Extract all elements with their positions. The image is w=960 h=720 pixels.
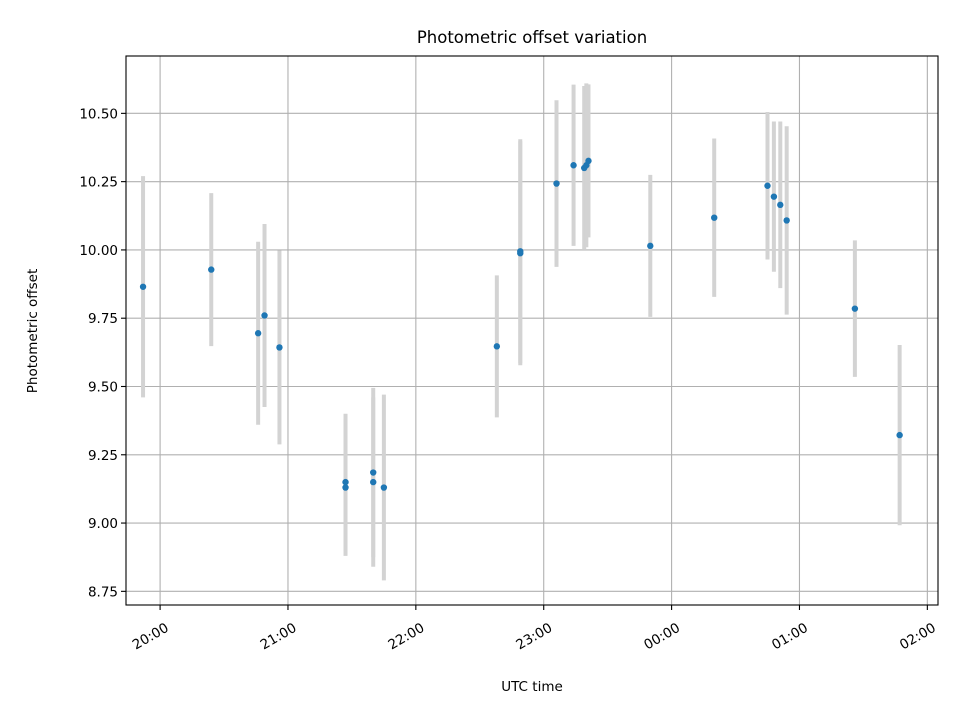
y-axis-label: Photometric offset [25, 269, 41, 393]
data-point [647, 242, 654, 250]
data-point [380, 484, 388, 491]
data-points [139, 157, 903, 491]
data-point [370, 469, 377, 476]
data-point [770, 193, 778, 200]
y-tick-label: 10.50 [79, 106, 118, 122]
data-point [208, 266, 215, 273]
y-tick-label: 10.25 [79, 175, 118, 191]
data-point [517, 248, 524, 255]
y-tick-label: 9.00 [88, 516, 118, 532]
data-point [553, 180, 560, 187]
data-point [764, 182, 771, 189]
y-tick-label: 9.50 [88, 379, 118, 395]
data-point [783, 217, 790, 224]
data-point [342, 478, 349, 486]
y-tick-label: 10.00 [79, 243, 118, 259]
data-point [711, 214, 718, 221]
y-tick-label: 9.75 [88, 311, 118, 327]
grid-lines [126, 56, 938, 605]
data-point [276, 344, 283, 351]
data-point [570, 162, 577, 169]
plot-frame [125, 55, 939, 606]
data-point [896, 431, 903, 439]
data-point [261, 312, 268, 319]
chart-title: Photometric offset variation [417, 28, 647, 47]
data-point [851, 305, 859, 312]
data-point [777, 201, 784, 209]
data-point [342, 484, 349, 491]
data-point [370, 478, 377, 486]
data-point [139, 283, 147, 290]
y-tick-label: 9.25 [88, 448, 118, 464]
y-axis-ticks: 8.75 9.00 9.25 9.50 9.75 10.00 10.25 10.50 [79, 106, 126, 600]
data-point [585, 157, 592, 165]
x-axis-label: UTC time [501, 679, 563, 695]
data-point [493, 343, 501, 350]
y-tick-label: 8.75 [88, 584, 118, 600]
data-point [254, 330, 262, 337]
